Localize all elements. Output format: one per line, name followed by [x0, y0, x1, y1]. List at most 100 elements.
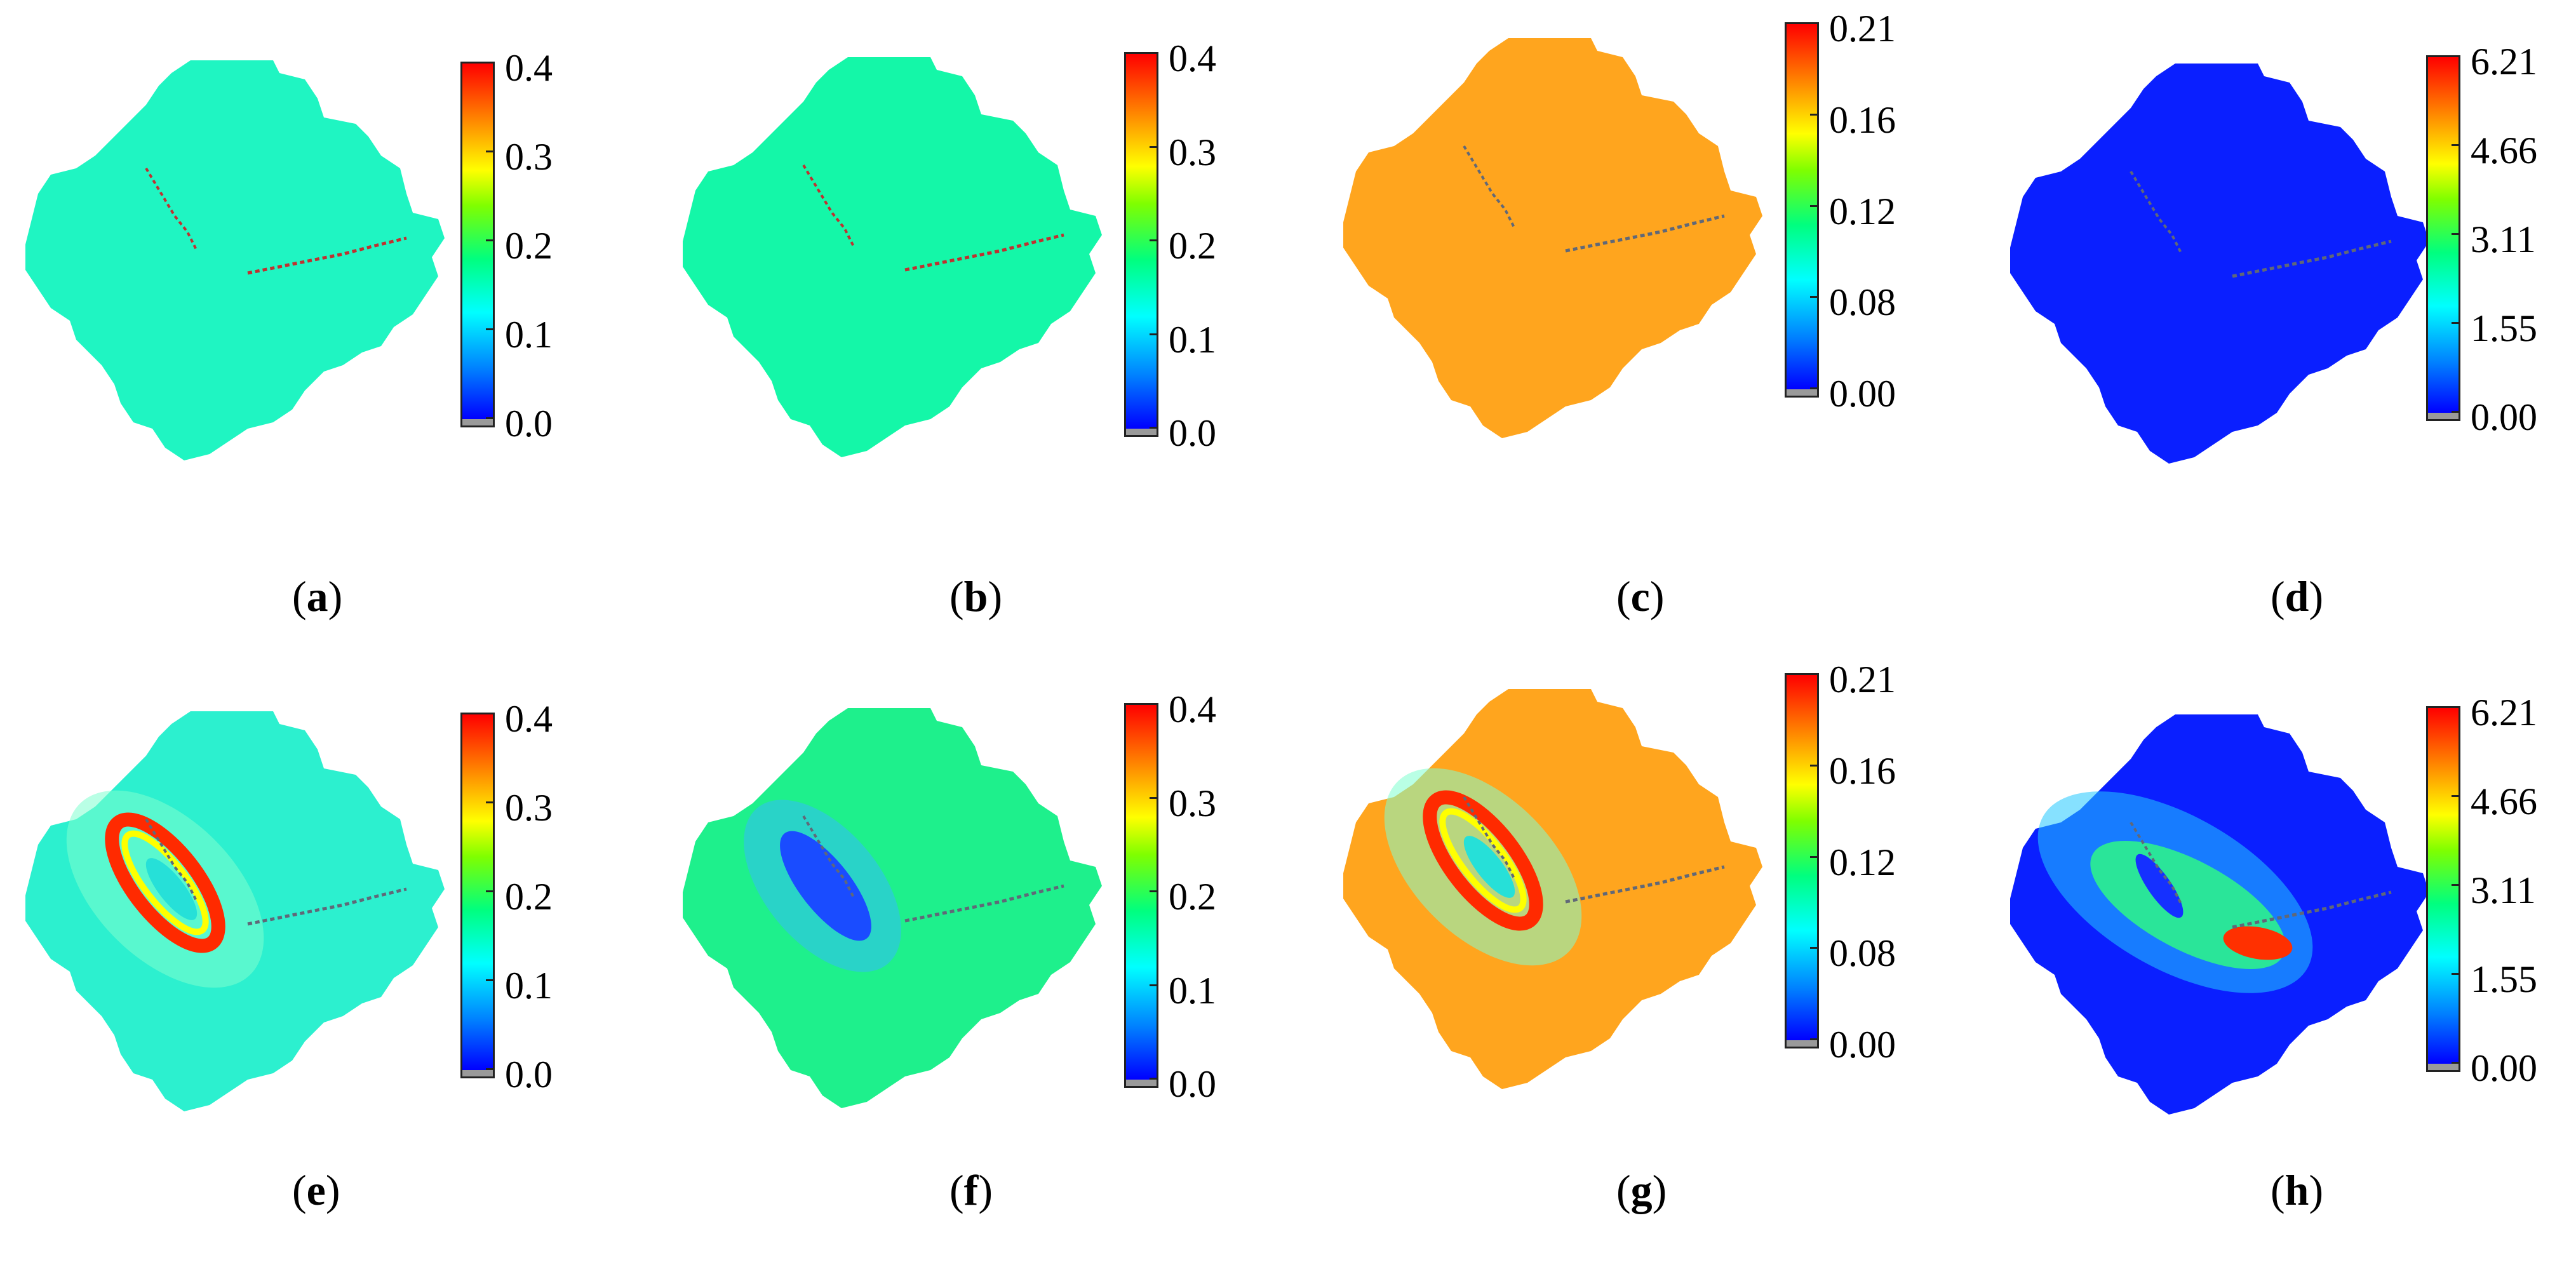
colorbar-tick [1150, 890, 1158, 892]
colorbar-tick [486, 890, 495, 892]
map-panel-d: (d) 6.21 4.66 3.11 1.55 0.00 [1985, 0, 2576, 635]
domain-polygon [2010, 64, 2429, 464]
colorbar-tick [1810, 296, 1819, 298]
production-line [1565, 214, 1725, 253]
colorbar-tick-label: 6.21 [2471, 41, 2537, 83]
domain-polygon [683, 57, 1102, 457]
panel-label: (f) [949, 1166, 993, 1214]
colorbar-tick [1150, 984, 1158, 986]
colorbar-tick [1810, 22, 1819, 24]
colorbar-zero-patch [1124, 1080, 1158, 1088]
colorbar-tick-label: 0.2 [505, 225, 553, 267]
colorbar-tick [1810, 765, 1819, 767]
colorbar-tick [1810, 947, 1819, 949]
map-panel-b: (b) 0.4 0.3 0.2 0.1 0.0 [657, 0, 1292, 635]
colorbar-tick-label: 0.0 [1169, 412, 1216, 454]
map-panel-f: (f) 0.4 0.3 0.2 0.1 0.0 [657, 651, 1292, 1286]
colorbar-tick [2452, 144, 2460, 146]
core-zone [145, 858, 198, 920]
colorbar-tick-label: 0.1 [505, 314, 553, 356]
map-panel-c: (c) 0.21 0.16 0.12 0.08 0.00 [1318, 0, 1953, 635]
domain-map [2010, 64, 2429, 464]
colorbar-tick-label: 0.3 [1169, 782, 1216, 824]
colorbar-tick [2452, 884, 2460, 886]
colorbar-tick-label: 0.12 [1829, 191, 1896, 232]
colorbar-tick [1810, 114, 1819, 116]
colorbar-tick-label: 0.3 [1169, 131, 1216, 173]
panel-label: (g) [1616, 1166, 1667, 1214]
domain-map [683, 57, 1102, 457]
panel-label: (c) [1616, 572, 1665, 620]
colorbar-tick-label: 0.2 [1169, 876, 1216, 918]
colorbar-tick-label: 0.21 [1829, 8, 1896, 50]
colorbar-tick-label: 0.0 [1169, 1063, 1216, 1105]
production-line [904, 884, 1064, 923]
colorbar-tick-label: 4.66 [2471, 780, 2537, 822]
colorbar-tick-label: 1.55 [2471, 307, 2537, 349]
panel-label: (b) [949, 572, 1003, 620]
colorbar [1124, 52, 1158, 431]
colorbar [1124, 703, 1158, 1082]
map-panel-e: (e) 0.4 0.3 0.2 0.1 0.0 [0, 651, 635, 1286]
panel-letter: b [963, 572, 988, 620]
colorbar-tick-label: 3.11 [2471, 218, 2536, 260]
colorbar-zero-patch [1124, 429, 1158, 437]
colorbar-zero-patch [460, 1070, 495, 1078]
injection-line [145, 818, 198, 902]
injection-line [1463, 796, 1516, 880]
colorbar-zero-patch [2426, 413, 2460, 421]
transition-ring [1439, 808, 1527, 913]
colorbar-tick-label: 0.0 [505, 1054, 553, 1095]
figure: (a) 0.4 0.3 0.2 0.1 0.0 (b) 0.4 0.3 0.2 0.1 0.0 … [0, 0, 2576, 1212]
domain-map [1343, 689, 1762, 1089]
colorbar-tick-label: 3.11 [2471, 869, 2536, 911]
colorbar-tick [486, 713, 495, 714]
colorbar-tick [2452, 233, 2460, 235]
plume-core [2135, 854, 2184, 918]
colorbar-tick [486, 239, 495, 241]
colorbar-tick [1150, 797, 1158, 799]
colorbar-tick [1810, 205, 1819, 207]
depression-core [780, 831, 871, 941]
colorbar [460, 62, 495, 421]
colorbar-tick [1150, 427, 1158, 429]
colorbar-tick [2452, 411, 2460, 413]
colorbar-tick-label: 0.4 [505, 47, 553, 89]
map-panel-h: (h) 6.21 4.66 3.11 1.55 0.00 [1985, 651, 2576, 1286]
production-line [2232, 239, 2392, 278]
colorbar [460, 713, 495, 1072]
colorbar-tick-label: 1.55 [2471, 958, 2537, 1000]
colorbar-tick [1150, 1078, 1158, 1080]
map-panel-a: (a) 0.4 0.3 0.2 0.1 0.0 [0, 0, 635, 635]
colorbar-tick [1810, 856, 1819, 858]
colorbar-tick-label: 0.2 [505, 876, 553, 918]
production-line [247, 236, 407, 275]
domain-map [25, 60, 445, 460]
colorbar-tick [486, 62, 495, 64]
colorbar-tick-label: 0.3 [505, 787, 553, 829]
map-panel-g: (g) 0.21 0.16 0.12 0.08 0.00 [1318, 651, 1953, 1286]
panel-label: (e) [292, 1166, 340, 1214]
colorbar-tick [1810, 387, 1819, 389]
plume-peak [2223, 926, 2293, 960]
colorbar-tick [486, 328, 495, 330]
panel-letter: g [1630, 1166, 1653, 1214]
colorbar-tick-label: 0.08 [1829, 932, 1896, 974]
colorbar-tick [1150, 239, 1158, 241]
colorbar-tick [2452, 322, 2460, 324]
production-line [247, 887, 407, 926]
domain-map [2010, 714, 2429, 1115]
colorbar-tick [2452, 55, 2460, 57]
colorbar [2426, 706, 2460, 1066]
core-zone [1463, 836, 1515, 898]
colorbar-zero-patch [1785, 389, 1819, 398]
panel-label: (h) [2271, 1166, 2324, 1214]
colorbar-tick-label: 0.3 [505, 136, 553, 178]
transition-ring [121, 830, 209, 935]
colorbar [2426, 55, 2460, 415]
colorbar-tick-label: 0.4 [1169, 688, 1216, 730]
colorbar-tick [2452, 795, 2460, 797]
colorbar-tick-label: 0.00 [2471, 396, 2537, 438]
colorbar-tick-label: 6.21 [2471, 692, 2537, 733]
colorbar-zero-patch [2426, 1064, 2460, 1072]
